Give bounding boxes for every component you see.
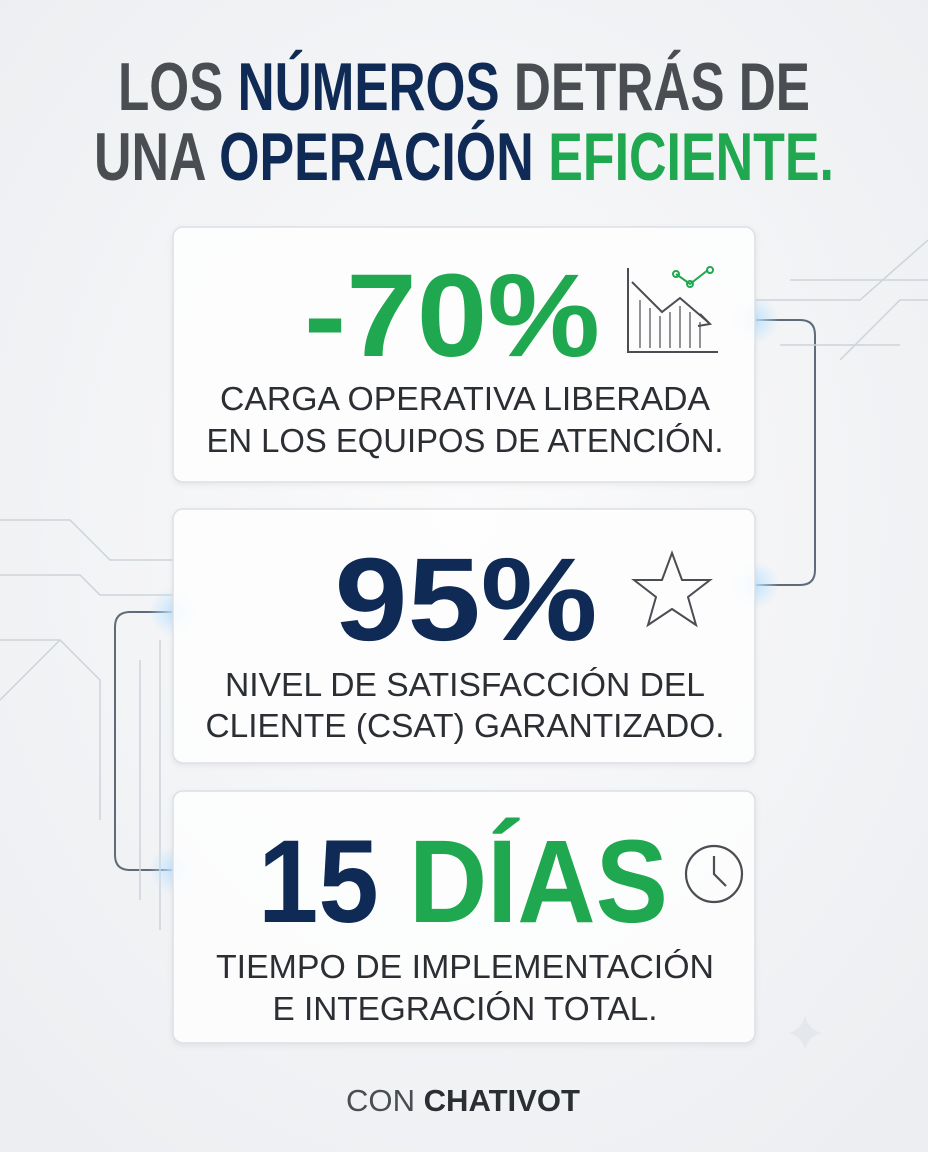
stat-value-word: -70% <box>304 250 600 382</box>
stat-description: TIEMPO DE IMPLEMENTACIÓN <box>216 948 714 985</box>
title-line-word: UNA <box>94 119 206 195</box>
card <box>172 790 756 1044</box>
title-line-word: LOS <box>118 49 223 125</box>
title-line-word: DETRÁS <box>514 49 725 125</box>
title-line-word: EFICIENTE. <box>548 119 834 195</box>
stat-value-word: 15 <box>258 816 379 948</box>
stat-value: 15 DÍAS <box>258 816 668 948</box>
title-line: UNA OPERACIÓN EFICIENTE. <box>94 119 834 195</box>
footer-word: CHATIVOT <box>424 1083 580 1118</box>
cards <box>172 226 756 1044</box>
stat-description: CARGA OPERATIVA LIBERADA <box>220 380 710 417</box>
stat-value-word: 95% <box>335 534 598 666</box>
stat-description: EN LOS EQUIPOS DE ATENCIÓN. <box>207 422 724 459</box>
star-icon <box>631 550 713 628</box>
stat-value-word: DÍAS <box>409 816 668 948</box>
title-line-word: NÚMEROS <box>238 49 500 125</box>
sparkle <box>788 1015 822 1050</box>
clock-icon <box>684 844 744 904</box>
title-line-word: DE <box>739 49 810 125</box>
title-line: LOS NÚMEROS DETRÁS DE <box>118 49 810 125</box>
footer: CON CHATIVOT <box>346 1083 580 1118</box>
stat-value: -70% <box>304 250 600 382</box>
stat-value: 95% <box>335 534 598 666</box>
stat-description: CLIENTE (CSAT) GARANTIZADO. <box>206 707 725 744</box>
card <box>172 508 756 764</box>
title-line-word: OPERACIÓN <box>219 119 534 195</box>
footer-word: CON <box>346 1083 415 1118</box>
circuit-lines <box>0 239 928 930</box>
card <box>172 226 756 483</box>
chart-icon <box>627 266 718 353</box>
stat-description: E INTEGRACIÓN TOTAL. <box>273 990 658 1027</box>
stat-description: NIVEL DE SATISFACCIÓN DEL <box>225 666 705 703</box>
